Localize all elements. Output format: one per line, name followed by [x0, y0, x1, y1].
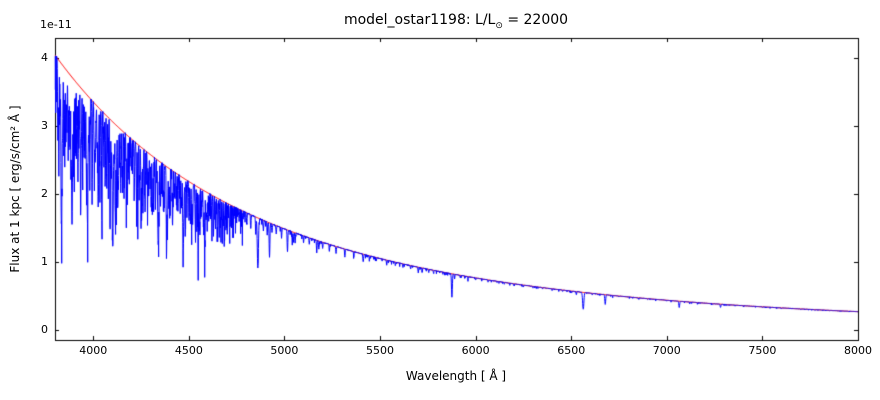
x-tick-label: 6000	[461, 344, 490, 357]
sun-symbol: ⊙	[495, 20, 503, 31]
x-tick-label: 5500	[366, 344, 395, 357]
x-axis-label: Wavelength [ Å ]	[405, 369, 507, 383]
y-tick-label: 3	[41, 119, 48, 133]
y-tick-label: 4	[41, 51, 48, 65]
x-tick-label: 5000	[270, 344, 299, 357]
y-tick-label: 1	[41, 254, 48, 268]
x-tick-label: 6500	[557, 344, 586, 357]
x-tick-label: 7000	[652, 344, 681, 357]
y-tick-label: 0	[41, 322, 48, 336]
x-tick-label: 4000	[79, 344, 108, 357]
x-tick-label: 8000	[844, 344, 872, 357]
plot-title-suffix: = 22000	[502, 12, 569, 28]
plot-title: model_ostar1198: L/L⊙ = 22000	[344, 12, 568, 31]
x-tick-label: 4500	[174, 344, 203, 357]
x-tick-label: 7500	[748, 344, 777, 357]
plot-title-prefix: model_ostar1198: L/L	[343, 12, 496, 28]
y-tick-label: 2	[41, 187, 48, 201]
y-axis-offset-label: 1e-11	[40, 18, 72, 31]
